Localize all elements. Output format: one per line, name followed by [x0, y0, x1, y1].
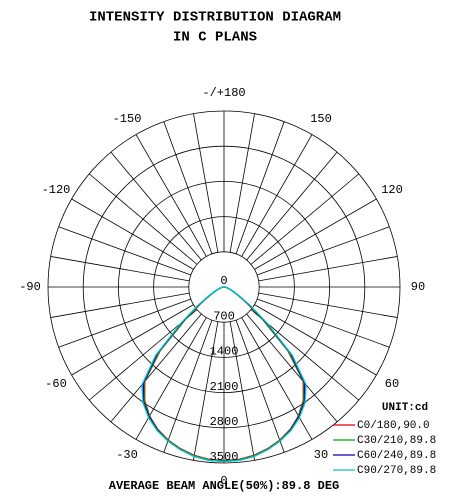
legend-label: C30/210,89.8: [357, 435, 436, 447]
annotation: AVERAGE BEAM ANGLE(50%):89.8 DEG: [109, 479, 339, 493]
grid-spoke: [88, 173, 198, 265]
grid-spoke: [241, 317, 313, 440]
grid-spoke: [71, 198, 194, 270]
grid-spoke: [163, 319, 213, 453]
grid-spoke: [256, 298, 390, 348]
grid-spoke: [50, 292, 190, 318]
grid-spoke: [110, 151, 202, 261]
angle-tick-label: -60: [45, 377, 67, 391]
intensity-curve: [141, 286, 307, 463]
angle-tick-label: -120: [42, 183, 71, 197]
angle-tick-label: -/+180: [202, 86, 245, 100]
chart-subtitle: IN C PLANS: [173, 30, 257, 46]
grid-spoke: [246, 151, 338, 261]
angle-tick-label: 150: [310, 112, 332, 126]
angle-tick-label: 0: [220, 474, 227, 488]
legend-title: UNIT:cd: [382, 402, 428, 414]
grid-spoke: [163, 121, 213, 255]
grid-spoke: [235, 121, 285, 255]
grid-spoke: [50, 256, 190, 282]
grid-spoke: [258, 292, 398, 318]
grid-spoke: [58, 298, 192, 348]
grid-spoke: [254, 198, 377, 270]
grid-spoke: [246, 313, 338, 423]
radial-tick-label: 2100: [210, 380, 239, 394]
grid-spoke: [235, 319, 285, 453]
grid-spoke: [71, 304, 194, 376]
angle-tick-label: -150: [113, 112, 142, 126]
grid-spoke: [229, 321, 255, 461]
grid-spoke: [110, 313, 202, 423]
angle-tick-label: -90: [19, 280, 41, 294]
chart-title: INTENSITY DISTRIBUTION DIAGRAM: [89, 10, 341, 26]
grid-spoke: [256, 226, 390, 276]
legend-label: C0/180,90.0: [357, 420, 430, 432]
grid-spoke: [229, 113, 255, 253]
angle-tick-label: 120: [381, 183, 403, 197]
grid-spoke: [241, 134, 313, 257]
radial-tick-label: 0: [220, 274, 227, 288]
grid-spoke: [135, 134, 207, 257]
grid-spoke: [250, 173, 360, 265]
grid-spoke: [58, 226, 192, 276]
radial-tick-label: 3500: [210, 450, 239, 464]
angle-tick-label: 90: [411, 280, 425, 294]
radial-tick-label: 700: [213, 309, 235, 323]
radial-tick-label: 1400: [210, 345, 239, 359]
grid-spoke: [193, 113, 219, 253]
grid-spoke: [135, 317, 207, 440]
legend-label: C60/240,89.8: [357, 450, 436, 462]
radial-tick-label: 2800: [210, 415, 239, 429]
grid-spoke: [193, 321, 219, 461]
grid-spoke: [254, 304, 377, 376]
grid-spoke: [258, 256, 398, 282]
angle-tick-label: 60: [385, 377, 399, 391]
angle-tick-label: 30: [314, 448, 328, 462]
legend-label: C90/270,89.8: [357, 465, 436, 477]
angle-tick-label: -30: [116, 448, 138, 462]
